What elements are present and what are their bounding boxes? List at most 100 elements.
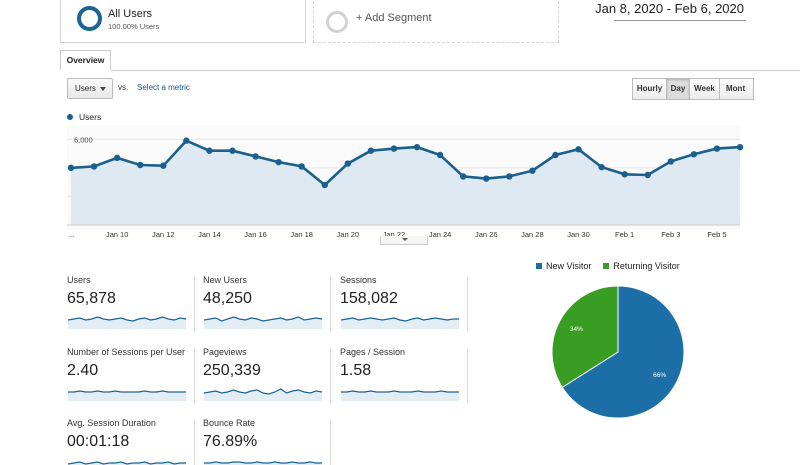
metric-dropdown[interactable]: Users [67, 78, 113, 99]
metric-tile-users[interactable]: Users 65,878 [67, 275, 195, 335]
legend-dot-icon [67, 114, 73, 120]
chart-legend: Users [67, 112, 101, 122]
data-point[interactable] [229, 147, 236, 154]
collapse-arrow-icon [402, 238, 408, 241]
metric-tile-pageviews[interactable]: Pageviews 250,339 [203, 347, 331, 407]
pie-slice-label: 66% [653, 372, 666, 379]
segment-all-users[interactable]: All Users 100.00% Users [60, 0, 306, 43]
data-point[interactable] [621, 171, 628, 178]
chart-collapse-handle[interactable] [380, 236, 428, 245]
metric-tile-new-users[interactable]: New Users 48,250 [203, 275, 331, 335]
metric-value: 65,878 [67, 290, 116, 307]
pie-slice-label: 34% [570, 326, 583, 333]
data-point[interactable] [275, 158, 282, 166]
metric-value: 00:01:18 [67, 433, 130, 450]
data-point[interactable] [690, 151, 698, 158]
data-point[interactable] [298, 163, 305, 170]
sparkline [204, 388, 323, 401]
data-point[interactable] [529, 167, 536, 174]
pie-slice[interactable] [561, 285, 685, 419]
data-point[interactable] [67, 164, 75, 172]
data-point[interactable] [90, 163, 98, 170]
metric-tile-sessions[interactable]: Sessions 158,082 [340, 275, 468, 335]
date-range-underline [614, 20, 746, 21]
data-point[interactable] [506, 173, 513, 180]
sparkline-path [341, 317, 459, 322]
data-point[interactable] [644, 171, 651, 179]
sparkline-fill [68, 317, 186, 329]
x-tick-label: Jan 26 [475, 230, 498, 239]
metric-value: 1.58 [340, 362, 372, 379]
sparkline-path [341, 390, 459, 393]
data-point[interactable] [667, 158, 674, 165]
visitor-type-pie-chart: 66% 34% [551, 285, 685, 419]
x-tick-label: Feb 5 [707, 230, 726, 239]
metric-label: New Users [203, 275, 248, 285]
month-button[interactable]: Mont [720, 78, 754, 100]
tile-divider [467, 349, 468, 403]
sparkline-path [204, 316, 323, 322]
data-point[interactable] [390, 145, 398, 152]
select-metric-link[interactable]: Select a metric [137, 83, 190, 92]
sparkline [341, 390, 459, 401]
data-point[interactable] [252, 153, 259, 160]
data-point[interactable] [344, 160, 352, 167]
sparkline [204, 461, 322, 465]
data-point[interactable] [206, 147, 213, 154]
x-tick-label: Jan 20 [337, 230, 360, 239]
data-point[interactable] [713, 145, 721, 152]
x-tick-label: Feb 3 [661, 230, 680, 239]
tile-divider [330, 349, 331, 403]
segment-subtitle: 100.00% Users [108, 22, 160, 31]
data-point[interactable] [113, 154, 121, 162]
data-point[interactable] [483, 175, 490, 182]
day-button[interactable]: Day [667, 78, 690, 100]
sparkline [341, 317, 459, 329]
data-point[interactable] [436, 151, 444, 159]
users-points [67, 137, 744, 189]
data-point[interactable] [413, 143, 421, 151]
data-point[interactable] [160, 162, 167, 169]
data-point[interactable] [598, 163, 605, 171]
metric-tile-pages-per-session[interactable]: Pages / Session 1.58 [340, 347, 468, 407]
users-line [70, 139, 741, 187]
week-button[interactable]: Week [690, 78, 720, 100]
data-point[interactable] [459, 173, 467, 180]
date-range-picker[interactable]: Jan 8, 2020 - Feb 6, 2020 [595, 1, 744, 16]
metric-label: Pageviews [203, 347, 247, 357]
metric-tile-avg-session-duration[interactable]: Avg. Session Duration 00:01:18 [67, 418, 195, 465]
sparkline [68, 316, 187, 329]
metric-value: 2.40 [67, 362, 99, 379]
x-axis-ticks: ... Jan 10 Jan 12 Jan 14 Jan 16 Jan 18 Jan 20 J… [68, 230, 727, 239]
metric-dropdown-value: Users [75, 84, 96, 93]
data-point[interactable] [552, 151, 559, 159]
hourly-button[interactable]: Hourly [632, 78, 667, 100]
tile-divider [194, 277, 195, 331]
vs-label: vs. [118, 83, 129, 92]
data-point[interactable] [575, 146, 582, 153]
data-point[interactable] [137, 161, 144, 169]
data-point[interactable] [736, 143, 744, 151]
tab-overview[interactable]: Overview [60, 50, 111, 71]
pie-slice[interactable] [551, 285, 619, 389]
metric-label: Sessions [340, 275, 377, 285]
x-tick-label: Jan 16 [244, 230, 267, 239]
metric-label: Avg. Session Duration [67, 418, 156, 428]
metric-tile-bounce-rate[interactable]: Bounce Rate 76.89% [203, 418, 331, 465]
pie-legend-new-visitor[interactable]: New Visitor [536, 261, 591, 271]
x-tick-label: Feb 1 [615, 230, 634, 239]
data-point[interactable] [367, 147, 375, 154]
pie-legend-returning-visitor[interactable]: Returning Visitor [603, 261, 680, 271]
sparkline-fill [341, 318, 459, 329]
add-segment-button[interactable]: + Add Segment [313, 0, 559, 43]
data-point[interactable] [321, 181, 328, 189]
x-tick-label: Jan 30 [567, 230, 590, 239]
legend-label: New Visitor [546, 261, 592, 271]
data-point[interactable] [183, 137, 190, 144]
metric-label: Pages / Session [340, 347, 406, 357]
add-segment-label: + Add Segment [356, 12, 432, 24]
sparkline-path [68, 461, 186, 465]
metric-tile-sessions-per-user[interactable]: Number of Sessions per User 2.40 [67, 347, 195, 407]
sparkline-path [204, 461, 322, 464]
